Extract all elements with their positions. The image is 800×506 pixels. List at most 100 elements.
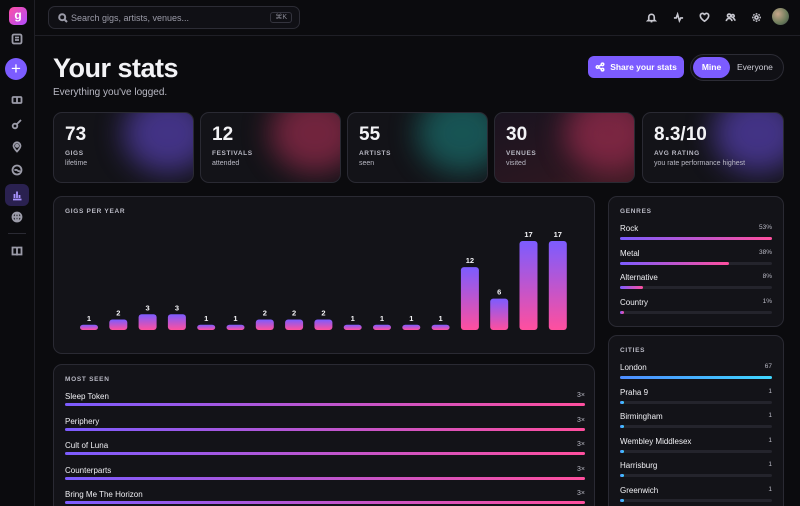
share-stats-button[interactable]: Share your stats	[588, 56, 684, 78]
seen-count: 3×	[577, 392, 585, 399]
chart-bar[interactable]	[138, 314, 157, 330]
most-seen-row[interactable]: Periphery 3×	[65, 417, 585, 441]
chart-bar[interactable]	[285, 319, 304, 330]
bar-data-label: 1	[380, 314, 384, 323]
list-item[interactable]: London 67	[620, 363, 772, 387]
item-value: 1	[768, 412, 772, 419]
list-item[interactable]: Country 1%	[620, 298, 772, 322]
list-item[interactable]: Metal 38%	[620, 249, 772, 273]
stat-sub: seen	[359, 160, 375, 167]
list-item[interactable]: Birmingham 1	[620, 412, 772, 436]
chart-bar[interactable]	[226, 324, 245, 330]
progress-track	[65, 427, 585, 431]
genres-panel: GENRES Rock 53% Metal 38% Alternative 8% Count…	[608, 196, 784, 327]
stat-value: 73	[65, 124, 87, 145]
chart-bar[interactable]	[548, 241, 567, 330]
vinyl-icon[interactable]	[8, 161, 26, 179]
chart-bar[interactable]	[197, 324, 216, 330]
list-item[interactable]: Praha 9 1	[620, 388, 772, 412]
progress-track	[620, 261, 772, 265]
progress-fill	[65, 476, 585, 480]
most-seen-title: MOST SEEN	[65, 376, 110, 383]
progress-fill	[620, 237, 772, 240]
bar-data-label: 1	[409, 314, 413, 323]
chart-bar[interactable]	[402, 324, 421, 330]
users-icon[interactable]	[723, 10, 737, 24]
list-item[interactable]: Greenwich 1	[620, 486, 772, 506]
seen-count: 3×	[577, 465, 585, 473]
search-shortcut: ⌘K	[270, 12, 292, 23]
artist-name: Bring Me The Horizon	[65, 490, 143, 499]
share-icon	[595, 62, 605, 72]
most-seen-row[interactable]: Counterparts 3×	[65, 466, 585, 490]
chart-bar[interactable]	[431, 324, 450, 330]
card-glow	[123, 113, 193, 173]
chart-bar[interactable]	[373, 324, 391, 330]
artist-name: Cult of Luna	[65, 441, 109, 450]
ticket-icon[interactable]	[8, 91, 26, 109]
artist-name: Sleep Token	[65, 392, 109, 401]
stat-value: 12	[212, 124, 234, 145]
stats-icon[interactable]	[5, 184, 29, 206]
toggle-everyone[interactable]: Everyone	[737, 62, 773, 72]
chart-bar[interactable]	[167, 314, 186, 330]
chart-bar[interactable]	[343, 324, 362, 330]
list-item[interactable]: Rock 53%	[620, 224, 772, 248]
add-gig-button[interactable]: +	[5, 58, 27, 80]
bar-data-label: 3	[175, 303, 179, 312]
book-icon[interactable]	[8, 242, 26, 260]
most-seen-row[interactable]: Cult of Luna 3×	[65, 441, 585, 465]
chart-bar[interactable]	[314, 319, 333, 330]
heart-icon[interactable]	[697, 10, 711, 24]
chart-bar[interactable]	[80, 324, 98, 330]
card-glow	[564, 113, 634, 173]
item-name: Metal	[620, 248, 640, 258]
stat-label: VENUES	[506, 150, 537, 157]
progress-fill	[65, 403, 585, 406]
most-seen-row[interactable]: Bring Me The Horizon 3×	[65, 490, 585, 506]
progress-fill	[65, 452, 585, 455]
bar-data-label: 2	[292, 309, 296, 318]
toggle-mine[interactable]: Mine	[693, 57, 730, 78]
search-box[interactable]: ⌘K	[48, 6, 300, 29]
most-seen-row[interactable]: Sleep Token 3×	[65, 392, 585, 416]
chart-bar[interactable]	[109, 319, 128, 330]
artist-name: Counterparts	[65, 465, 112, 475]
cities-panel: CITIES London 67 Praha 9 1 Birmingham 1 Wemble…	[608, 335, 784, 506]
item-name: Birmingham	[620, 412, 663, 421]
chart-bar[interactable]	[460, 267, 479, 330]
progress-track	[65, 452, 585, 455]
guitar-icon[interactable]	[8, 115, 26, 133]
seen-count: 3×	[577, 490, 585, 497]
chart-bar[interactable]	[490, 298, 509, 330]
gear-icon[interactable]	[749, 10, 763, 24]
venue-pin-icon[interactable]	[8, 138, 26, 156]
app-logo[interactable]: g	[9, 7, 27, 25]
bar-data-label: 1	[439, 314, 443, 323]
item-value: 38%	[758, 248, 772, 256]
globe-icon[interactable]	[8, 208, 26, 226]
chart-title: GIGS PER YEAR	[65, 208, 126, 215]
activity-icon[interactable]	[671, 10, 685, 24]
stat-sub: lifetime	[65, 160, 88, 167]
progress-fill	[620, 286, 643, 289]
search-input[interactable]	[71, 10, 261, 25]
progress-track	[620, 474, 772, 477]
feed-icon[interactable]	[8, 30, 26, 48]
avatar[interactable]	[772, 8, 789, 25]
chart-bar[interactable]	[255, 319, 274, 330]
item-value: 53%	[758, 224, 772, 231]
list-item[interactable]: Alternative 8%	[620, 273, 772, 297]
sidebar: g +	[0, 0, 35, 506]
list-item[interactable]: Wembley Middlesex 1	[620, 437, 772, 461]
progress-track	[620, 425, 772, 428]
list-item[interactable]: Harrisburg 1	[620, 461, 772, 485]
gigs-per-year-panel: GIGS PER YEAR 1 2 3 3 1 1 2 2 2 1 1 1 1 12 6 17 17	[53, 196, 595, 354]
item-value: 1%	[762, 297, 772, 305]
stat-sub: attended	[212, 160, 240, 167]
progress-fill	[620, 376, 772, 379]
chart-bar[interactable]	[519, 241, 538, 330]
item-value: 1	[768, 461, 772, 468]
stat-label: AVG RATING	[654, 150, 700, 157]
bell-icon[interactable]	[644, 10, 658, 24]
